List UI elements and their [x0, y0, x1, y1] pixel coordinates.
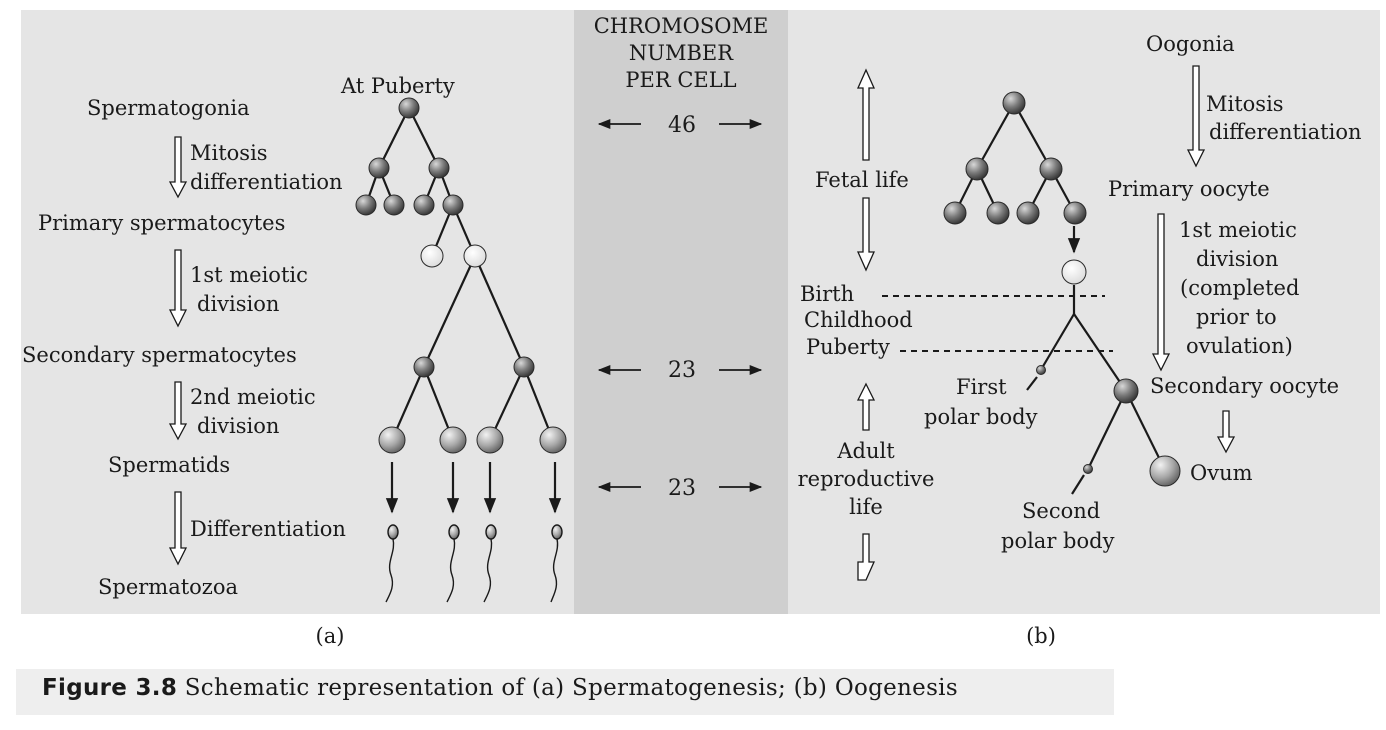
- oo-process-arrow-2: [1151, 213, 1171, 372]
- adult-life-down-arrow: [857, 533, 876, 581]
- chromosome-count-23-secondary: 23: [668, 358, 696, 383]
- adult-life-line-3: life: [849, 495, 883, 519]
- spermatid-cell: [439, 426, 467, 454]
- first-polar-body-line-2: polar body: [924, 405, 1038, 429]
- spermatozoon: [385, 524, 399, 603]
- spermatozoon: [483, 524, 497, 603]
- oogonium-cell: [1002, 91, 1026, 115]
- oo-step-division: division: [1196, 247, 1278, 271]
- oo-process-arrow-1: [1186, 65, 1206, 168]
- at-puberty-label: At Puberty: [340, 74, 455, 98]
- stage-primary-oocyte: Primary oocyte: [1108, 177, 1270, 201]
- childhood-label: Childhood: [804, 308, 913, 332]
- spermatogonium-daughter-cell: [368, 157, 390, 179]
- step-differentiation-1: differentiation: [190, 170, 343, 194]
- fetal-life-down-arrow: [856, 197, 876, 272]
- oogonium-cell: [986, 201, 1010, 225]
- birth-label: Birth: [800, 282, 854, 306]
- oo-step-first-meiotic: 1st meiotic: [1179, 218, 1297, 242]
- fetal-life-label: Fetal life: [815, 168, 909, 192]
- stage-ovum: Ovum: [1190, 461, 1253, 485]
- second-polar-body-line-1: Second: [1022, 499, 1100, 523]
- spermatogonium-cell: [398, 97, 420, 119]
- step-division-2: division: [197, 414, 279, 438]
- sperm-process-arrow-2: [168, 249, 188, 328]
- spermatozoon: [446, 524, 460, 603]
- figure-caption: Figure 3.8 Schematic representation of (…: [42, 675, 958, 701]
- stage-spermatogonia: Spermatogonia: [87, 96, 250, 120]
- sperm-process-arrow-1: [168, 136, 188, 199]
- panel-label-b: (b): [1026, 624, 1056, 648]
- oogonium-cell: [943, 201, 967, 225]
- spermatogonium-cell: [355, 194, 377, 216]
- puberty-label: Puberty: [806, 335, 890, 359]
- oogonium-daughter-cell: [965, 157, 989, 181]
- oogonium-cell: [1063, 201, 1087, 225]
- secondary-spermatocyte-cell: [413, 356, 435, 378]
- spermatid-cell: [539, 426, 567, 454]
- primary-spermatocyte-cell: [463, 244, 487, 268]
- chromosome-count-23-gamete: 23: [668, 476, 696, 501]
- secondary-oocyte-cell: [1113, 378, 1139, 404]
- step-differentiation-2: Differentiation: [190, 517, 346, 541]
- oogonium-daughter-cell: [1039, 157, 1063, 181]
- step-mitosis: Mitosis: [190, 141, 268, 165]
- chromosome-count-46: 46: [668, 113, 696, 138]
- sperm-process-arrow-3: [168, 381, 188, 441]
- panel-label-a: (a): [316, 624, 345, 648]
- oo-step-prior-to: prior to: [1196, 305, 1277, 329]
- adult-life-line-2: reproductive: [798, 467, 935, 491]
- second-polar-body-cell: [1083, 464, 1093, 474]
- primary-spermatocyte-cell: [420, 244, 444, 268]
- spermatid-cell: [476, 426, 504, 454]
- primary-oocyte-cell: [1061, 259, 1087, 285]
- fetal-life-up-arrow: [856, 68, 876, 161]
- adult-life-up-arrow: [856, 382, 876, 431]
- step-first-meiotic: 1st meiotic: [190, 263, 308, 287]
- stage-primary-spermatocytes: Primary spermatocytes: [38, 211, 285, 235]
- adult-life-line-1: Adult: [836, 439, 895, 463]
- spermatogonium-daughter-cell: [428, 157, 450, 179]
- ovum-cell: [1149, 455, 1181, 487]
- chromosome-number-band: [574, 10, 788, 614]
- oo-step-mitosis: Mitosis: [1206, 92, 1284, 116]
- spermatid-cell: [378, 426, 406, 454]
- stage-spermatids: Spermatids: [108, 453, 230, 477]
- figure-caption-text: Schematic representation of (a) Spermato…: [177, 675, 958, 701]
- stage-spermatozoa: Spermatozoa: [98, 575, 238, 599]
- oogenesis-panel: [788, 10, 1380, 614]
- oo-process-arrow-3: [1216, 410, 1236, 454]
- stage-oogonia: Oogonia: [1146, 32, 1235, 56]
- oo-step-ovulation: ovulation): [1186, 334, 1293, 358]
- chromosome-header-line-3: PER CELL: [625, 68, 736, 92]
- oogonium-cell: [1016, 201, 1040, 225]
- second-polar-body-line-2: polar body: [1001, 529, 1115, 553]
- first-polar-body-line-1: First: [956, 375, 1007, 399]
- spermatogonium-cell: [383, 194, 405, 216]
- step-division-1: division: [197, 292, 279, 316]
- chromosome-header-line-2: NUMBER: [629, 41, 734, 65]
- figure-number: Figure 3.8: [42, 675, 178, 701]
- stage-secondary-oocyte: Secondary oocyte: [1150, 374, 1339, 398]
- step-second-meiotic: 2nd meiotic: [190, 385, 316, 409]
- chromosome-header-line-1: CHROMOSOME: [594, 14, 769, 38]
- caption-background: [16, 669, 1114, 715]
- secondary-spermatocyte-cell: [513, 356, 535, 378]
- spermatogonium-cell: [442, 194, 464, 216]
- sperm-process-arrow-4: [168, 491, 188, 566]
- spermatogenesis-panel: [21, 10, 574, 614]
- spermatogonium-cell: [413, 194, 435, 216]
- oo-step-differentiation: differentiation: [1209, 120, 1362, 144]
- first-polar-body-cell: [1036, 365, 1046, 375]
- oo-step-completed: (completed: [1180, 276, 1299, 300]
- stage-secondary-spermatocytes: Secondary spermatocytes: [22, 343, 297, 367]
- spermatozoon: [550, 524, 563, 603]
